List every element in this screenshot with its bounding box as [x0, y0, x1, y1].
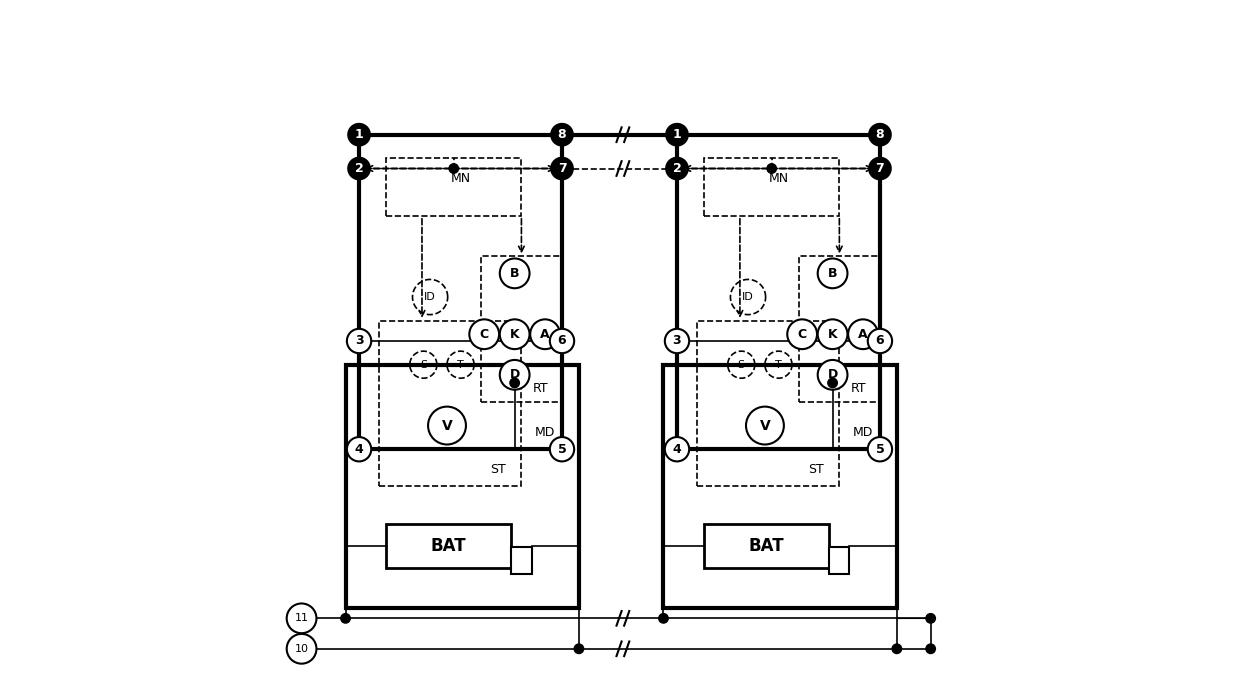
- Text: V: V: [441, 419, 452, 432]
- Circle shape: [849, 319, 878, 349]
- Text: 8: 8: [558, 128, 566, 141]
- Text: ST: ST: [489, 463, 506, 476]
- Circle shape: [551, 158, 572, 179]
- Circle shape: [869, 124, 891, 145]
- Text: 3: 3: [673, 334, 681, 348]
- Text: K: K: [509, 328, 519, 341]
- Text: MD: MD: [852, 426, 873, 439]
- Circle shape: [550, 329, 574, 353]
- Text: 6: 6: [558, 334, 566, 348]
- Circle shape: [818, 360, 847, 389]
- Text: 11: 11: [295, 613, 309, 623]
- Circle shape: [667, 158, 688, 179]
- Text: C: C: [798, 328, 807, 341]
- Text: V: V: [760, 419, 771, 432]
- Text: 1: 1: [673, 128, 681, 141]
- Text: 3: 3: [354, 334, 363, 348]
- Circle shape: [867, 437, 892, 462]
- Text: 5: 5: [876, 443, 885, 456]
- Text: A: A: [859, 328, 867, 341]
- Text: 7: 7: [876, 162, 885, 175]
- Circle shape: [530, 319, 560, 349]
- Circle shape: [746, 406, 784, 445]
- Circle shape: [673, 336, 681, 346]
- Text: MN: MN: [768, 172, 788, 185]
- Text: BAT: BAT: [748, 537, 784, 554]
- Circle shape: [348, 158, 370, 179]
- Circle shape: [510, 379, 519, 387]
- Text: MD: MD: [535, 426, 555, 439]
- FancyBboxPatch shape: [387, 524, 512, 567]
- Text: ST: ST: [808, 463, 824, 476]
- Text: 10: 10: [295, 644, 309, 654]
- Text: K: K: [828, 328, 838, 341]
- Text: C: C: [479, 328, 488, 341]
- Circle shape: [787, 319, 817, 349]
- Circle shape: [673, 445, 681, 454]
- FancyBboxPatch shape: [829, 548, 850, 574]
- Circle shape: [767, 164, 777, 173]
- Circle shape: [286, 604, 316, 633]
- Circle shape: [818, 258, 847, 288]
- Circle shape: [665, 329, 689, 353]
- Text: RT: RT: [533, 382, 549, 395]
- Text: T: T: [776, 359, 782, 370]
- Circle shape: [470, 319, 499, 349]
- Text: ID: ID: [424, 292, 436, 302]
- Circle shape: [574, 644, 584, 653]
- Text: 4: 4: [673, 443, 681, 456]
- Circle shape: [665, 437, 689, 462]
- Text: S: S: [737, 359, 745, 370]
- Text: B: B: [510, 267, 519, 280]
- Text: S: S: [420, 359, 427, 370]
- Circle shape: [667, 124, 688, 145]
- Text: 5: 5: [558, 443, 566, 456]
- Text: MN: MN: [451, 172, 471, 185]
- Text: 7: 7: [558, 162, 566, 175]
- Circle shape: [347, 329, 372, 353]
- Text: 2: 2: [354, 162, 363, 175]
- Text: 4: 4: [354, 443, 363, 456]
- Text: BAT: BAT: [431, 537, 467, 554]
- Circle shape: [354, 336, 364, 346]
- Text: 1: 1: [354, 128, 363, 141]
- Circle shape: [347, 437, 372, 462]
- Circle shape: [869, 158, 891, 179]
- Text: B: B: [828, 267, 838, 280]
- Circle shape: [499, 319, 529, 349]
- FancyBboxPatch shape: [512, 548, 532, 574]
- Text: A: A: [540, 328, 550, 341]
- Text: T: T: [457, 359, 463, 370]
- Circle shape: [427, 406, 466, 445]
- Text: D: D: [509, 368, 520, 381]
- Circle shape: [449, 164, 458, 173]
- Circle shape: [828, 379, 838, 387]
- Circle shape: [499, 258, 529, 288]
- Circle shape: [892, 644, 902, 653]
- Circle shape: [348, 124, 370, 145]
- Text: RT: RT: [851, 382, 866, 395]
- Circle shape: [659, 614, 668, 623]
- Circle shape: [926, 644, 935, 653]
- Circle shape: [286, 634, 316, 664]
- FancyBboxPatch shape: [704, 524, 829, 567]
- Circle shape: [551, 124, 572, 145]
- Circle shape: [867, 329, 892, 353]
- Text: D: D: [828, 368, 838, 381]
- Text: 2: 2: [673, 162, 681, 175]
- Circle shape: [354, 445, 364, 454]
- Text: ID: ID: [742, 292, 753, 302]
- Circle shape: [926, 614, 935, 623]
- Circle shape: [550, 437, 574, 462]
- Circle shape: [341, 614, 351, 623]
- Text: 8: 8: [876, 128, 885, 141]
- Text: 6: 6: [876, 334, 885, 348]
- Circle shape: [499, 360, 529, 389]
- Circle shape: [818, 319, 847, 349]
